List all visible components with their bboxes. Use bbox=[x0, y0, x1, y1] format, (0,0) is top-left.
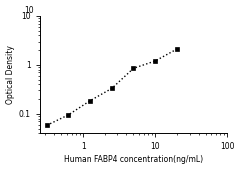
X-axis label: Human FABP4 concentration(ng/mL): Human FABP4 concentration(ng/mL) bbox=[64, 155, 203, 164]
Y-axis label: Optical Density: Optical Density bbox=[6, 45, 15, 104]
Text: 10: 10 bbox=[24, 6, 34, 15]
